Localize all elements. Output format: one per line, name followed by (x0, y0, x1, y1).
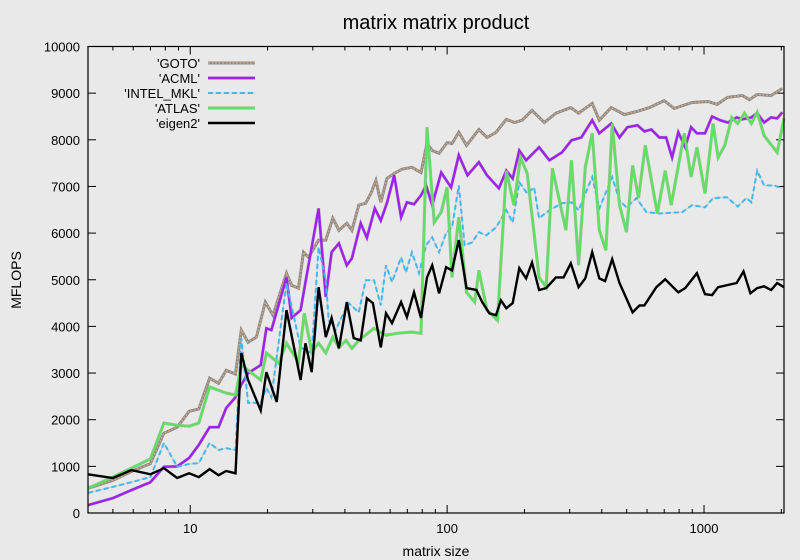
series-atlas-line (87, 109, 786, 490)
plot-frame (87, 45, 785, 514)
series-acml-line (87, 111, 784, 507)
legend: 'GOTO''ACML''INTEL_MKL''ATLAS''eigen2' (124, 56, 255, 131)
series-goto-outline (87, 87, 784, 490)
legend-label-atlas: 'ATLAS' (155, 101, 200, 116)
x-axis-label: matrix size (403, 543, 470, 559)
series-lines (87, 87, 786, 507)
y-tick-label: 8000 (51, 133, 80, 148)
x-tick-label: 1000 (690, 521, 719, 536)
y-tick-label: 7000 (51, 179, 80, 194)
y-tick-label: 10000 (44, 40, 80, 55)
legend-label-acml: 'ACML' (159, 71, 200, 86)
series-atlas-outline (87, 108, 786, 490)
series-eigen2-line (87, 239, 785, 480)
x-tick-label: 100 (436, 521, 458, 536)
y-tick-label: 1000 (51, 459, 80, 474)
legend-label-intel-mkl: 'INTEL_MKL' (124, 86, 200, 101)
y-tick-label: 2000 (51, 413, 80, 428)
y-tick-label: 5000 (51, 273, 80, 288)
y-tick-label: 0 (73, 506, 80, 521)
y-tick-label: 9000 (51, 86, 80, 101)
chart-title: matrix matrix product (343, 12, 530, 34)
legend-label-eigen2: 'eigen2' (156, 116, 200, 131)
series-intel-mkl-line (87, 167, 783, 494)
y-axis-label: MFLOPS (8, 251, 24, 309)
y-tick-label: 6000 (51, 226, 80, 241)
y-tick-label: 3000 (51, 366, 80, 381)
x-tick-label: 10 (183, 521, 197, 536)
series-goto-line (87, 87, 783, 489)
y-tick-label: 4000 (51, 319, 80, 334)
legend-label-goto: 'GOTO' (157, 56, 200, 71)
axis-ticks: 0 1000 2000 3000 4000 5000 6000 7000 8000 9000 100… (44, 40, 784, 536)
